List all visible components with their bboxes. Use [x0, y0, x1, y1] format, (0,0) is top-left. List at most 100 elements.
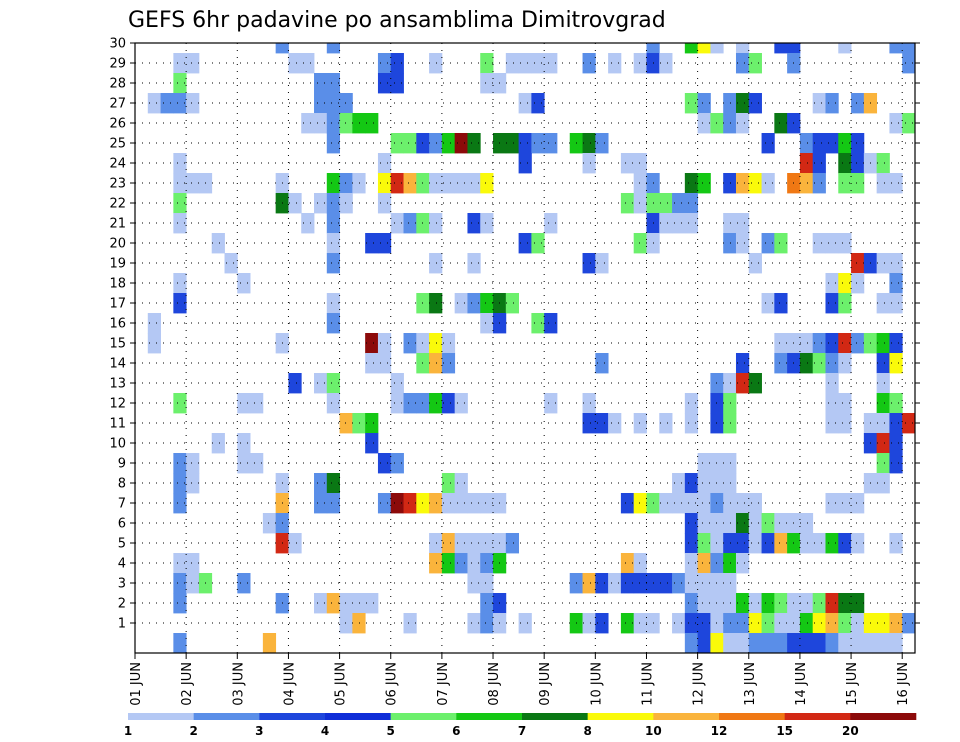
precip-cell	[531, 53, 545, 74]
precip-cell	[735, 553, 750, 574]
precip-cell	[467, 533, 481, 554]
precip-cell	[889, 393, 903, 414]
precip-cell	[326, 493, 340, 514]
precip-cell	[467, 133, 481, 154]
precip-cell	[518, 613, 532, 634]
precip-cell	[851, 633, 865, 654]
precip-cell	[480, 293, 494, 314]
precip-cell	[454, 293, 468, 314]
precip-cell	[211, 433, 225, 454]
precip-cell	[876, 353, 890, 374]
precip-cell	[659, 213, 673, 234]
precip-cell	[761, 233, 775, 254]
precip-cell	[889, 173, 903, 194]
precip-cell	[889, 613, 903, 634]
precip-cell	[659, 493, 673, 514]
precip-cell	[684, 193, 699, 214]
precip-cell	[799, 613, 814, 634]
precip-cell	[186, 453, 200, 474]
precip-cell	[365, 113, 379, 134]
precip-cell	[365, 353, 379, 374]
precip-cell	[812, 533, 826, 554]
precip-cell	[889, 273, 903, 294]
precip-cell	[454, 533, 468, 554]
precip-cell	[876, 373, 890, 394]
precip-cell	[825, 233, 839, 254]
precip-cell	[697, 493, 711, 514]
y-tick-label: 25	[109, 137, 126, 152]
precip-cell	[441, 333, 456, 354]
precip-cell	[748, 93, 762, 114]
precip-cell	[889, 253, 903, 274]
precip-cell	[582, 393, 596, 414]
precip-cell	[186, 573, 200, 594]
precip-cell	[377, 333, 392, 354]
precip-cell	[441, 173, 456, 194]
precip-cell	[429, 353, 443, 374]
colorbar-swatch	[128, 713, 194, 720]
colorbar-label: 7	[518, 724, 526, 738]
precip-cell	[748, 533, 762, 554]
precip-cell	[723, 553, 737, 574]
colorbar-swatch	[719, 713, 785, 720]
precip-cell	[825, 493, 839, 514]
precip-cell	[851, 273, 865, 294]
precip-cell	[735, 93, 750, 114]
precip-cell	[250, 393, 264, 414]
precip-cell	[825, 133, 839, 154]
precip-cell	[326, 373, 340, 394]
precip-cell	[288, 53, 302, 74]
precip-cell	[812, 173, 826, 194]
precip-cell	[429, 493, 443, 514]
precip-cell	[710, 513, 724, 534]
precip-cell	[365, 593, 379, 614]
precip-cell	[390, 393, 404, 414]
precip-cell	[339, 93, 353, 114]
precip-cell	[633, 573, 647, 594]
precip-cell	[659, 573, 673, 594]
chart-title: GEFS 6hr padavine po ansamblima Dimitrov…	[128, 8, 666, 33]
precip-cell	[429, 553, 443, 574]
precip-cell	[595, 353, 609, 374]
x-tick-label: 08 JUN	[487, 662, 502, 706]
y-tick-label: 22	[109, 197, 126, 212]
precip-cell	[838, 43, 852, 54]
precip-cell	[774, 293, 788, 314]
precip-cell	[544, 393, 558, 414]
precip-cell	[889, 633, 903, 654]
precip-cell	[377, 73, 392, 94]
precip-cell	[173, 93, 187, 114]
precip-cell	[377, 53, 392, 74]
precip-cell	[799, 173, 814, 194]
precip-cell	[876, 433, 890, 454]
precip-cell	[326, 113, 340, 134]
precip-cell	[735, 113, 750, 134]
precip-cell	[723, 413, 737, 434]
precip-cell	[173, 53, 187, 74]
precip-cell	[633, 53, 647, 74]
precip-cell	[301, 113, 315, 134]
precip-cell	[173, 573, 187, 594]
precip-cell	[799, 533, 814, 554]
precip-cell	[620, 193, 635, 214]
precip-cell	[723, 613, 737, 634]
precip-cell	[710, 113, 724, 134]
precip-cell	[454, 493, 468, 514]
precip-cell	[147, 313, 161, 334]
colorbar-swatch	[587, 713, 654, 720]
precip-cell	[173, 73, 187, 94]
precip-cell	[812, 233, 826, 254]
precip-cell	[761, 613, 775, 634]
precip-cell	[723, 473, 737, 494]
precip-cell	[672, 213, 686, 234]
precip-cell	[723, 533, 737, 554]
precip-cell	[697, 93, 711, 114]
precip-cell	[735, 173, 750, 194]
precip-cell	[173, 273, 187, 294]
precip-cell	[723, 233, 737, 254]
precip-cell	[429, 173, 443, 194]
precip-cell	[697, 613, 711, 634]
precip-cell	[275, 43, 289, 54]
precip-cell	[633, 493, 647, 514]
precip-cell	[441, 133, 456, 154]
